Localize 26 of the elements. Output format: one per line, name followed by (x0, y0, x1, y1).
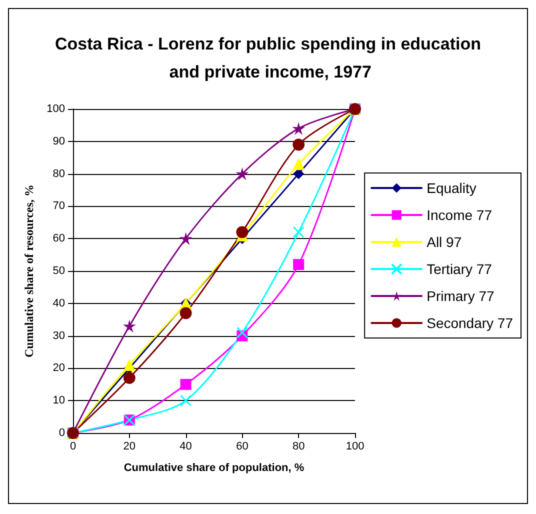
x-tick-label: 100 (346, 440, 364, 452)
legend-label: Primary 77 (426, 288, 495, 304)
y-tick-label: 60 (52, 232, 65, 245)
x-tick-label: 0 (70, 440, 76, 452)
x-axis-title: Cumulative share of population, % (124, 462, 304, 474)
chart-title: Costa Rica - Lorenz for public spending in education and private income, 1977 (55, 34, 481, 82)
y-tick-label: 50 (52, 265, 65, 277)
legend-label: Equality (426, 180, 476, 196)
y-tick-label: 70 (52, 200, 65, 212)
legend-label: All 97 (426, 234, 462, 250)
x-tick-label: 20 (123, 440, 136, 452)
y-tick-label: 80 (52, 168, 65, 180)
x-tick-label: 80 (292, 440, 305, 452)
y-tick-label: 40 (52, 297, 65, 310)
y-tick-label: 90 (52, 135, 65, 148)
y-tick-label: 0 (58, 427, 65, 439)
y-tick-label: 100 (46, 103, 65, 115)
legend-label: Tertiary 77 (426, 261, 492, 277)
y-tick-label: 20 (52, 362, 65, 374)
legend-label: Secondary 77 (426, 315, 514, 331)
y-axis-title: Cumulative share of resources, % (22, 184, 36, 358)
y-tick-label: 30 (52, 330, 65, 342)
y-tick-label: 10 (52, 394, 65, 407)
legend-label: Income 77 (426, 207, 492, 223)
x-tick-label: 40 (180, 440, 192, 452)
x-tick-label: 60 (236, 440, 248, 452)
